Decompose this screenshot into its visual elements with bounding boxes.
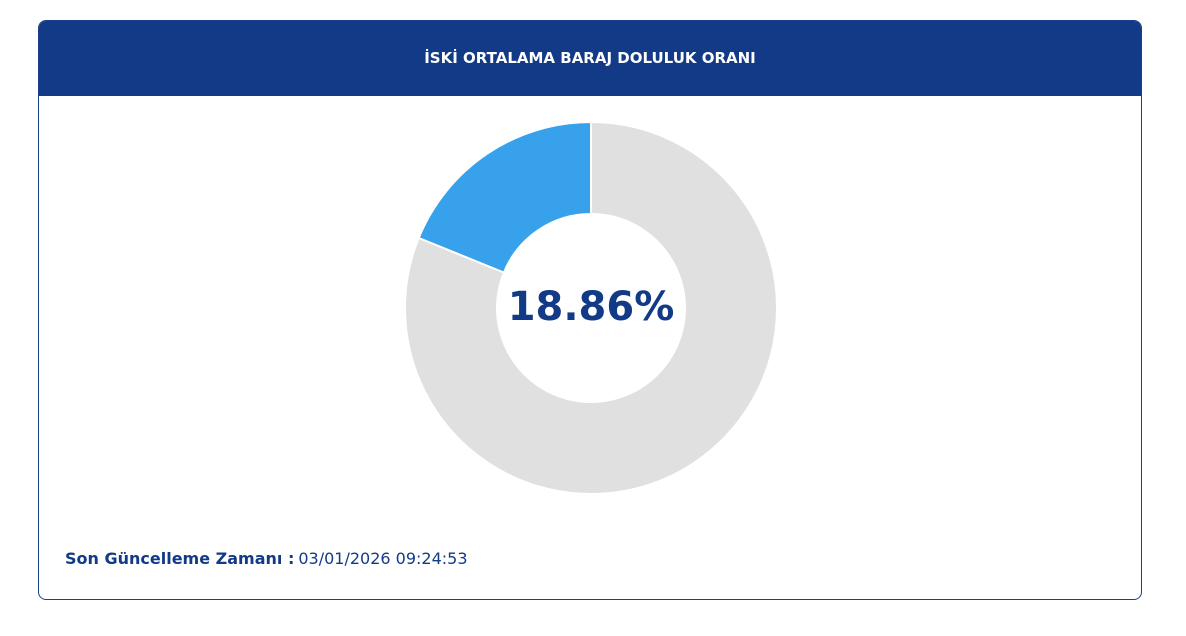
card: İSKİ ORTALAMA BARAJ DOLULUK ORANI 18.86%…: [38, 20, 1142, 600]
footer-timestamp: 03/01/2026 09:24:53: [298, 549, 468, 568]
footer: Son Güncelleme Zamanı :03/01/2026 09:24:…: [65, 549, 468, 568]
footer-label: Son Güncelleme Zamanı :: [65, 549, 295, 568]
donut-chart: 18.86%: [404, 120, 778, 495]
donut-segment: [417, 120, 592, 274]
card-header: İSKİ ORTALAMA BARAJ DOLULUK ORANI: [39, 21, 1141, 96]
donut-segment: [404, 120, 778, 495]
center-value-label: 18.86%: [508, 284, 675, 330]
